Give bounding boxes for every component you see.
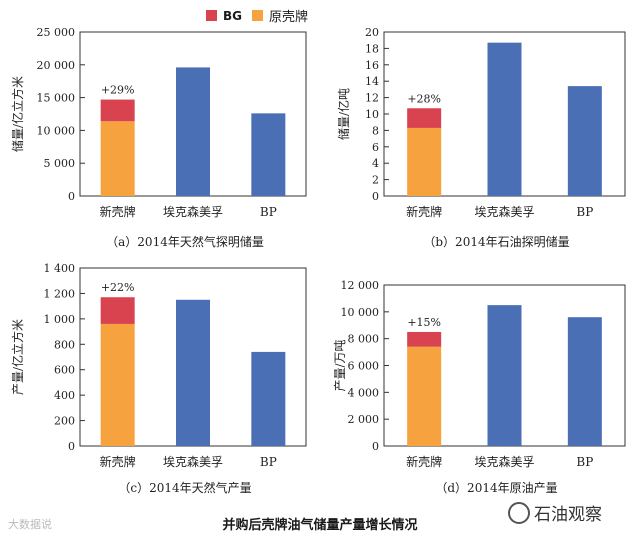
y-tick-label: 600 bbox=[54, 364, 75, 377]
y-tick-label: 8 000 bbox=[348, 333, 380, 346]
legend-swatch-bg bbox=[206, 10, 217, 21]
y-tick-label: 20 bbox=[365, 26, 379, 39]
y-tick-label: 2 000 bbox=[348, 413, 380, 426]
chart-caption: （c）2014年天然气产量 bbox=[118, 480, 251, 495]
growth-annotation: +22% bbox=[101, 281, 135, 294]
x-tick-label: 新壳牌 bbox=[100, 204, 136, 219]
legend-label-shell: 原壳牌 bbox=[269, 10, 309, 25]
legend-swatch-shell bbox=[252, 10, 263, 21]
y-tick-label: 16 bbox=[365, 59, 379, 72]
y-tick-label: 800 bbox=[54, 338, 75, 351]
chart-caption: （a）2014年天然气探明储量 bbox=[106, 234, 264, 249]
chart-caption: （d）2014年原油产量 bbox=[435, 481, 557, 495]
y-tick-label: 1 200 bbox=[44, 287, 76, 300]
bar-competitor bbox=[251, 351, 286, 446]
x-tick-label: BP bbox=[576, 205, 593, 219]
y-tick-label: 0 bbox=[372, 440, 379, 453]
bar-competitor bbox=[176, 299, 210, 446]
y-tick-label: 6 000 bbox=[348, 360, 380, 373]
y-tick-label: 8 bbox=[372, 124, 379, 137]
y-tick-label: 6 bbox=[372, 141, 379, 154]
growth-annotation: +29% bbox=[101, 84, 135, 97]
bar-original-shell bbox=[407, 127, 442, 196]
bar-competitor bbox=[567, 317, 602, 446]
bar-original-shell bbox=[100, 121, 135, 196]
y-tick-label: 4 000 bbox=[348, 386, 380, 399]
y-tick-label: 12 bbox=[365, 92, 379, 105]
x-tick-label: 埃克森美孚 bbox=[474, 204, 534, 219]
bar-competitor bbox=[176, 67, 210, 196]
x-tick-label: BP bbox=[260, 205, 277, 219]
x-tick-label: 埃克森美孚 bbox=[474, 454, 534, 469]
bar-bg-addition bbox=[100, 297, 135, 324]
y-tick-label: 400 bbox=[54, 389, 75, 402]
bar-competitor bbox=[487, 305, 522, 446]
bar-competitor bbox=[487, 42, 522, 196]
bar-original-shell bbox=[100, 323, 135, 446]
y-axis-label: 产量/万吨 bbox=[333, 339, 347, 391]
watermark-left: 大数据说 bbox=[8, 518, 52, 531]
y-tick-label: 0 bbox=[68, 440, 75, 453]
y-tick-label: 25 000 bbox=[37, 26, 76, 39]
figure-title: 并购后壳牌油气储量产量增长情况 bbox=[222, 518, 418, 533]
x-tick-label: 新壳牌 bbox=[406, 454, 442, 469]
legend: BG 原壳牌 bbox=[206, 6, 308, 25]
y-tick-label: 15 000 bbox=[37, 92, 76, 105]
growth-annotation: +28% bbox=[407, 92, 441, 105]
y-tick-label: 5 000 bbox=[44, 157, 76, 170]
y-tick-label: 200 bbox=[54, 415, 75, 428]
y-tick-label: 20 000 bbox=[37, 59, 76, 72]
y-tick-label: 1 400 bbox=[44, 262, 76, 275]
x-tick-label: BP bbox=[260, 455, 277, 469]
x-tick-label: 新壳牌 bbox=[406, 204, 442, 219]
y-tick-label: 14 bbox=[365, 75, 379, 88]
x-tick-label: 新壳牌 bbox=[100, 454, 136, 469]
y-tick-label: 0 bbox=[68, 190, 75, 203]
bar-bg-addition bbox=[407, 108, 442, 128]
growth-annotation: +15% bbox=[407, 316, 441, 329]
y-tick-label: 10 bbox=[365, 108, 379, 121]
y-axis-label: 产量/亿立方米 bbox=[10, 319, 25, 395]
bar-competitor bbox=[567, 86, 602, 196]
bar-bg-addition bbox=[407, 331, 442, 347]
y-tick-label: 1 000 bbox=[44, 313, 76, 326]
x-tick-label: 埃克森美孚 bbox=[163, 204, 223, 219]
y-tick-label: 10 000 bbox=[341, 306, 380, 319]
y-tick-label: 0 bbox=[372, 190, 379, 203]
bar-original-shell bbox=[407, 346, 442, 446]
watermark-right-text: 石油观察 bbox=[534, 505, 602, 525]
y-tick-label: 10 000 bbox=[37, 124, 76, 137]
y-tick-label: 4 bbox=[372, 157, 379, 170]
legend-label-bg: BG bbox=[223, 8, 242, 23]
watermark-right: 石油观察 bbox=[508, 500, 602, 525]
y-tick-label: 12 000 bbox=[341, 279, 380, 292]
bar-competitor bbox=[251, 113, 286, 196]
y-tick-label: 18 bbox=[365, 42, 379, 55]
y-tick-label: 2 bbox=[372, 174, 379, 187]
y-axis-label: 储量/亿吨 bbox=[336, 88, 351, 140]
y-axis-label: 储量/亿立方米 bbox=[10, 76, 25, 152]
x-tick-label: 埃克森美孚 bbox=[163, 454, 223, 469]
chart-caption: （b）2014年石油探明储量 bbox=[423, 234, 569, 249]
bar-bg-addition bbox=[100, 99, 135, 122]
x-tick-label: BP bbox=[576, 455, 593, 469]
watermark-logo-icon bbox=[508, 501, 530, 524]
